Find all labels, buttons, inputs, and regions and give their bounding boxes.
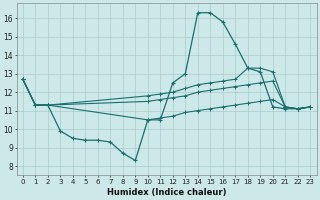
X-axis label: Humidex (Indice chaleur): Humidex (Indice chaleur) bbox=[107, 188, 226, 197]
